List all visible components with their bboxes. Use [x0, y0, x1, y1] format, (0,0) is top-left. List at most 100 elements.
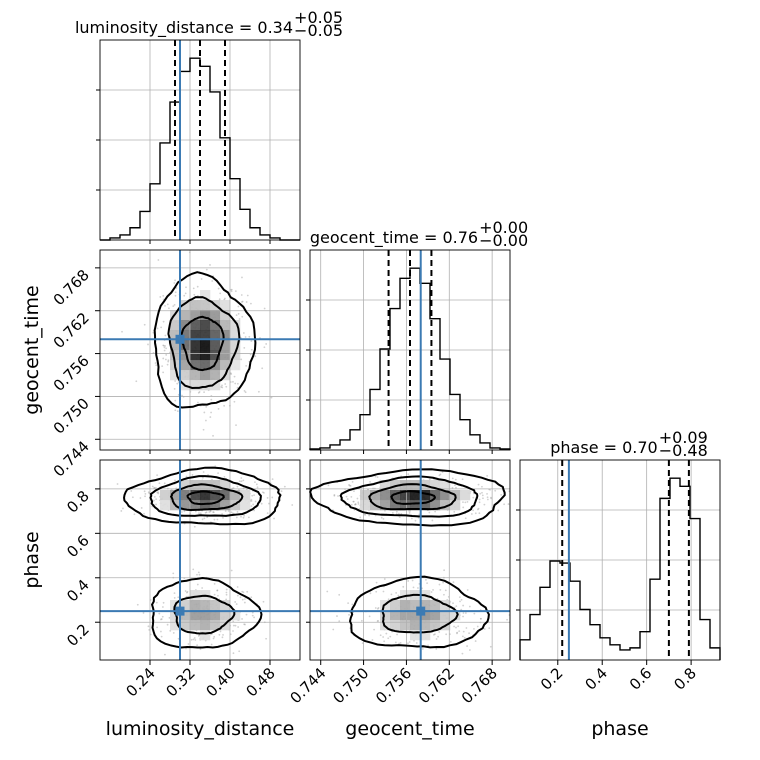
sample-point: [130, 490, 133, 492]
sample-point: [173, 597, 176, 599]
sample-point: [397, 594, 400, 597]
sample-point: [234, 382, 237, 385]
sample-point: [483, 628, 486, 630]
sample-point: [462, 612, 465, 614]
sample-point: [164, 358, 167, 361]
sample-point: [184, 292, 187, 295]
sample-point: [382, 590, 385, 593]
sample-point: [253, 616, 256, 619]
sample-point: [120, 510, 123, 512]
y-axis-label-phase: phase: [21, 531, 43, 588]
sample-point: [139, 497, 142, 499]
density-cell: [440, 610, 451, 621]
sample-point: [250, 505, 253, 508]
sample-point: [462, 506, 465, 509]
sample-point: [198, 512, 200, 515]
sample-point: [173, 282, 176, 284]
density-cell: [190, 350, 201, 361]
sample-point: [144, 492, 147, 495]
sample-point: [387, 598, 390, 601]
density-cell: [230, 340, 241, 351]
density-cell: [190, 320, 201, 331]
sample-point: [144, 495, 146, 498]
sample-point: [199, 512, 202, 515]
density-cell: [430, 620, 441, 631]
density-cell: [200, 600, 211, 611]
sample-point: [482, 497, 484, 500]
title-minus-phase: −0.48: [659, 441, 708, 460]
sample-point: [454, 478, 457, 481]
x-tick-label-luminosity_distance: 0.24: [122, 664, 158, 700]
sample-point: [214, 465, 217, 468]
y-tick-label-geocent_time: 0.744: [50, 437, 93, 480]
sample-point: [428, 511, 431, 514]
sample-point: [241, 315, 244, 318]
density-cell: [170, 340, 181, 351]
sample-point: [221, 386, 224, 389]
sample-point: [217, 472, 220, 475]
sample-point: [244, 598, 246, 600]
sample-point: [240, 358, 243, 361]
sample-point: [503, 503, 506, 506]
sample-point: [254, 481, 256, 484]
density-cell: [230, 330, 241, 341]
density-cell: [420, 630, 431, 641]
sample-point: [223, 404, 226, 407]
density-cell: [390, 620, 401, 631]
sample-point: [489, 645, 492, 648]
sample-point: [221, 513, 224, 515]
sample-point: [407, 473, 410, 476]
sample-point: [337, 495, 339, 497]
sample-point: [368, 615, 371, 618]
sample-point: [232, 630, 234, 632]
density-cell: [180, 610, 191, 621]
sample-point: [235, 603, 238, 605]
panel-title-geocent_time: geocent_time = 0.76: [310, 228, 478, 248]
sample-point: [158, 612, 161, 615]
density-cell: [220, 610, 231, 621]
density-cell: [360, 500, 371, 511]
sample-point: [473, 628, 475, 630]
density-cell: [170, 490, 181, 501]
sample-point: [217, 594, 219, 597]
sample-point: [374, 607, 377, 609]
sample-point: [193, 637, 196, 639]
x-axis-label-phase: phase: [591, 718, 648, 740]
density-cell: [210, 600, 221, 611]
density-cell: [400, 600, 411, 611]
density-cell: [440, 480, 451, 491]
sample-point: [461, 652, 464, 655]
sample-point: [201, 476, 204, 479]
sample-point: [327, 484, 330, 487]
sample-point: [236, 386, 239, 389]
sample-point: [157, 259, 160, 261]
sample-point: [224, 383, 227, 385]
sample-point: [376, 620, 379, 623]
sample-point: [466, 589, 469, 591]
sample-point: [455, 486, 457, 489]
sample-point: [151, 485, 154, 488]
sample-point: [216, 589, 219, 592]
sample-point: [252, 503, 255, 506]
sample-point: [221, 384, 223, 387]
contour-luminosity_distance-phase: [186, 490, 225, 506]
sample-point: [217, 407, 220, 410]
sample-point: [161, 606, 164, 608]
sample-point: [165, 354, 168, 356]
sample-point: [377, 606, 380, 609]
sample-point: [480, 617, 482, 620]
sample-point: [426, 582, 429, 585]
sample-point: [458, 596, 461, 599]
sample-point: [173, 592, 176, 595]
title-plus-geocent_time: +0.00: [479, 218, 528, 237]
sample-point: [453, 510, 456, 513]
density-cell: [210, 310, 221, 321]
sample-point: [241, 618, 243, 620]
sample-point: [351, 480, 354, 483]
sample-point: [172, 632, 175, 634]
sample-point: [507, 503, 510, 505]
density-cell: [170, 620, 181, 631]
sample-point: [270, 396, 273, 399]
sample-point: [192, 568, 195, 571]
sample-point: [166, 623, 169, 626]
